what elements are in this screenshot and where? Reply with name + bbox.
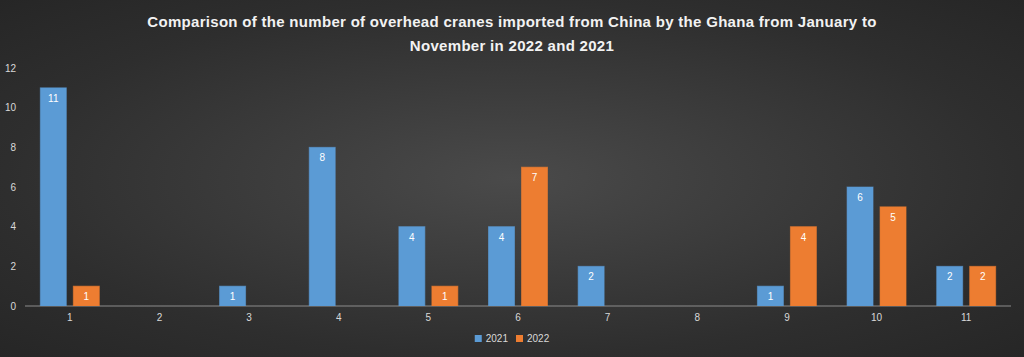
x-tick-label: 10 <box>871 312 883 323</box>
data-label: 6 <box>857 192 863 203</box>
bar <box>73 286 99 306</box>
data-label: 1 <box>442 291 448 302</box>
data-label: 8 <box>319 152 325 163</box>
bar <box>970 266 996 306</box>
legend-swatch <box>475 335 482 342</box>
y-tick-label: 0 <box>10 301 16 312</box>
legend-swatch <box>516 335 523 342</box>
bar <box>489 227 515 306</box>
y-tick-label: 10 <box>5 102 17 113</box>
data-label: 2 <box>588 271 594 282</box>
x-tick-label: 1 <box>67 312 73 323</box>
bar <box>432 286 458 306</box>
bar <box>757 286 783 306</box>
bar <box>399 227 425 306</box>
x-tick-label: 7 <box>605 312 611 323</box>
x-tick-label: 9 <box>784 312 790 323</box>
data-label: 2 <box>980 271 986 282</box>
y-tick-label: 4 <box>10 221 16 232</box>
bar <box>880 207 906 306</box>
x-tick-label: 8 <box>694 312 700 323</box>
y-tick-label: 2 <box>10 261 16 272</box>
data-label: 4 <box>499 232 505 243</box>
y-tick-label: 6 <box>10 182 16 193</box>
data-label: 4 <box>409 232 415 243</box>
x-tick-label: 3 <box>246 312 252 323</box>
legend-label: 2021 <box>486 333 509 344</box>
data-label: 4 <box>801 232 807 243</box>
bar <box>937 266 963 306</box>
legend: 2021 2022 <box>475 333 550 344</box>
x-tick-label: 5 <box>426 312 432 323</box>
x-tick-label: 2 <box>157 312 163 323</box>
chart-title: Comparison of the number of overhead cra… <box>112 10 912 58</box>
y-tick-label: 8 <box>10 142 16 153</box>
data-label: 7 <box>532 172 538 183</box>
bar <box>40 88 66 306</box>
data-label: 1 <box>768 291 774 302</box>
x-tick-label: 6 <box>515 312 521 323</box>
data-label: 1 <box>230 291 236 302</box>
data-label: 1 <box>84 291 90 302</box>
bar <box>790 227 816 306</box>
y-tick-label: 12 <box>5 63 17 74</box>
bar <box>578 266 604 306</box>
legend-label: 2022 <box>527 333 550 344</box>
data-label: 11 <box>48 93 59 104</box>
data-label: 2 <box>947 271 953 282</box>
x-tick-label: 4 <box>336 312 342 323</box>
bar <box>522 167 548 306</box>
x-tick-label: 11 <box>961 312 972 323</box>
bar <box>220 286 246 306</box>
data-label: 5 <box>890 212 896 223</box>
bar <box>309 147 335 306</box>
bar <box>847 187 873 306</box>
chart: 0246810121234567891011111844216211745220… <box>0 0 1024 357</box>
bars <box>40 88 995 306</box>
